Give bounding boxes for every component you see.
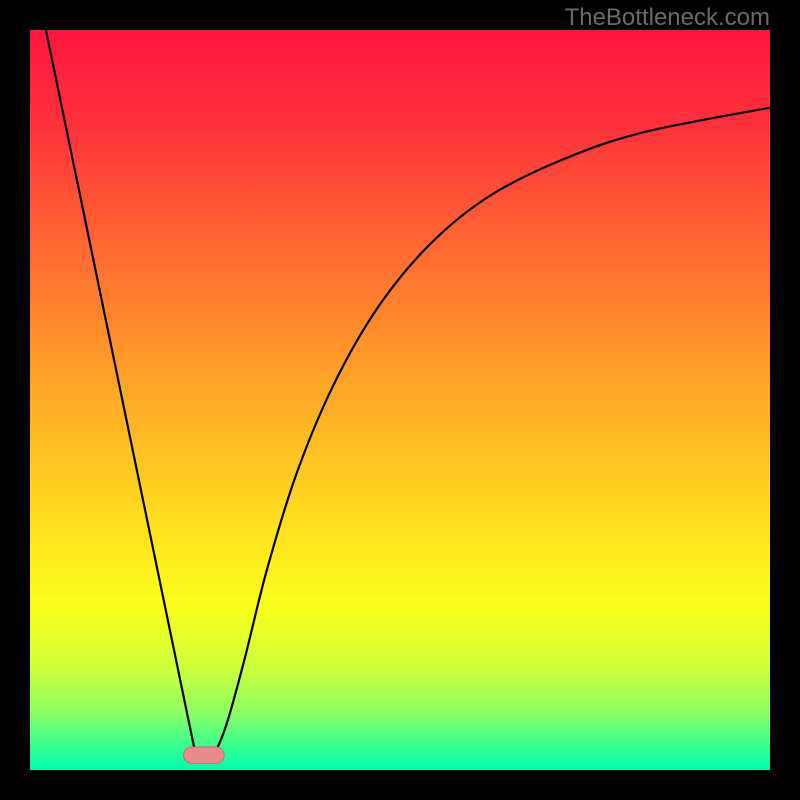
chart-curve-layer <box>0 0 800 800</box>
bottleneck-curve <box>46 30 770 762</box>
minimum-marker <box>184 747 225 763</box>
